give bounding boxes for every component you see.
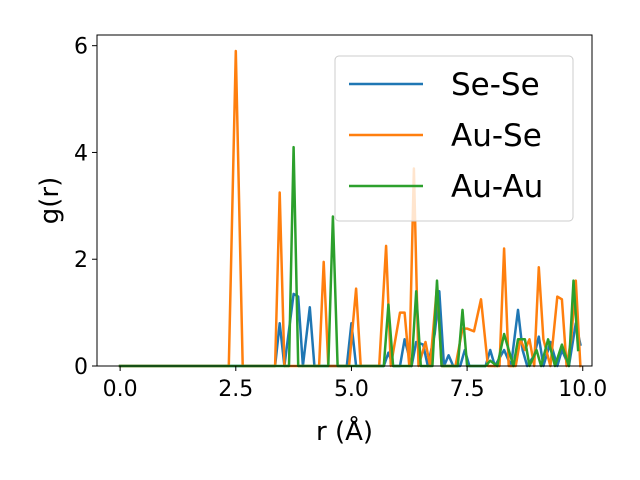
x-axis-label: r (Å) [316, 415, 373, 447]
x-axis: 0.0 2.5 5.0 7.5 10.0 [103, 366, 607, 402]
legend: Se-Se Au-Se Au-Au [334, 55, 574, 222]
y-axis-label: g(r) [35, 177, 65, 224]
x-tick-label: 7.5 [450, 377, 485, 402]
y-axis: 0 2 4 6 [74, 35, 97, 380]
x-tick-label: 2.5 [218, 377, 253, 402]
legend-box [334, 55, 574, 222]
y-tick-label: 4 [74, 141, 88, 166]
series-line-au-au [118, 145, 580, 368]
plot-frame [96, 34, 593, 367]
legend-label-se-se: Se-Se [451, 67, 540, 103]
legend-label-au-se: Au-Se [451, 118, 542, 154]
x-tick-label: 5.0 [334, 377, 369, 402]
x-tick-label: 0.0 [103, 377, 138, 402]
y-tick-label: 0 [74, 355, 88, 380]
legend-label-au-au: Au-Au [451, 169, 543, 205]
y-tick-label: 6 [74, 35, 88, 60]
x-tick-label: 10.0 [558, 377, 607, 402]
y-tick-label: 2 [74, 248, 88, 273]
